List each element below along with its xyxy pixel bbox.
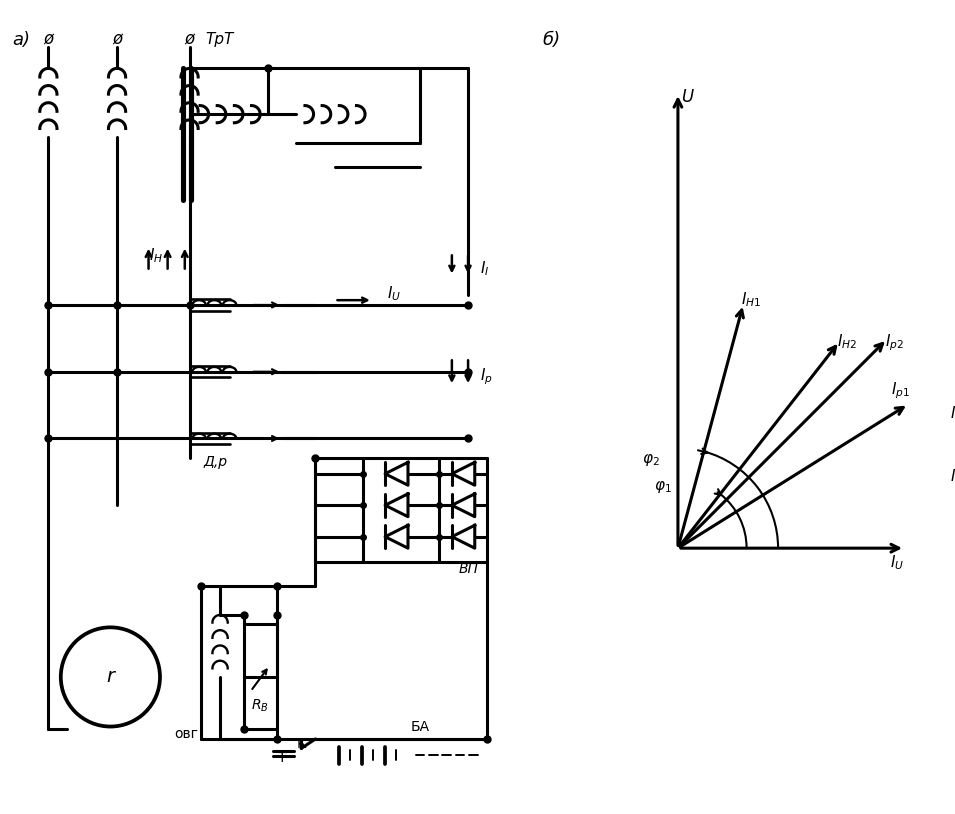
- Text: $I_{I2}$: $I_{I2}$: [950, 405, 955, 423]
- Text: $I_{H2}$: $I_{H2}$: [837, 332, 858, 351]
- Text: ВП: ВП: [458, 562, 478, 576]
- Text: $I_H$: $I_H$: [149, 246, 163, 265]
- Text: Т: Т: [278, 751, 286, 765]
- Text: БА: БА: [411, 720, 430, 733]
- Text: ø: ø: [43, 31, 53, 49]
- Text: $φ_1$: $φ_1$: [654, 479, 671, 495]
- Text: К: К: [296, 737, 306, 751]
- Text: ø: ø: [184, 31, 195, 49]
- Text: $I_I$: $I_I$: [480, 260, 490, 278]
- Text: $I_U$: $I_U$: [890, 554, 904, 571]
- Text: r: r: [106, 667, 115, 686]
- Text: $I_p$: $I_p$: [480, 366, 493, 387]
- Text: $I_U$: $I_U$: [387, 284, 401, 303]
- Text: ø: ø: [112, 31, 122, 49]
- Text: $I_{p2}$: $I_{p2}$: [885, 333, 904, 353]
- Text: $I_{H1}$: $I_{H1}$: [741, 290, 761, 309]
- Text: $R_B$: $R_B$: [251, 698, 269, 714]
- Text: Д,р: Д,р: [203, 455, 227, 470]
- Bar: [244, 624, 277, 677]
- Text: U: U: [682, 88, 693, 106]
- Text: TрТ: TрТ: [205, 33, 234, 47]
- Text: овг: овг: [175, 727, 199, 742]
- Text: $I_{p1}$: $I_{p1}$: [891, 380, 910, 401]
- Text: $φ_2$: $φ_2$: [643, 453, 660, 468]
- Text: $I_{I1}$: $I_{I1}$: [950, 467, 955, 486]
- Text: б): б): [542, 31, 561, 49]
- Text: а): а): [12, 31, 31, 49]
